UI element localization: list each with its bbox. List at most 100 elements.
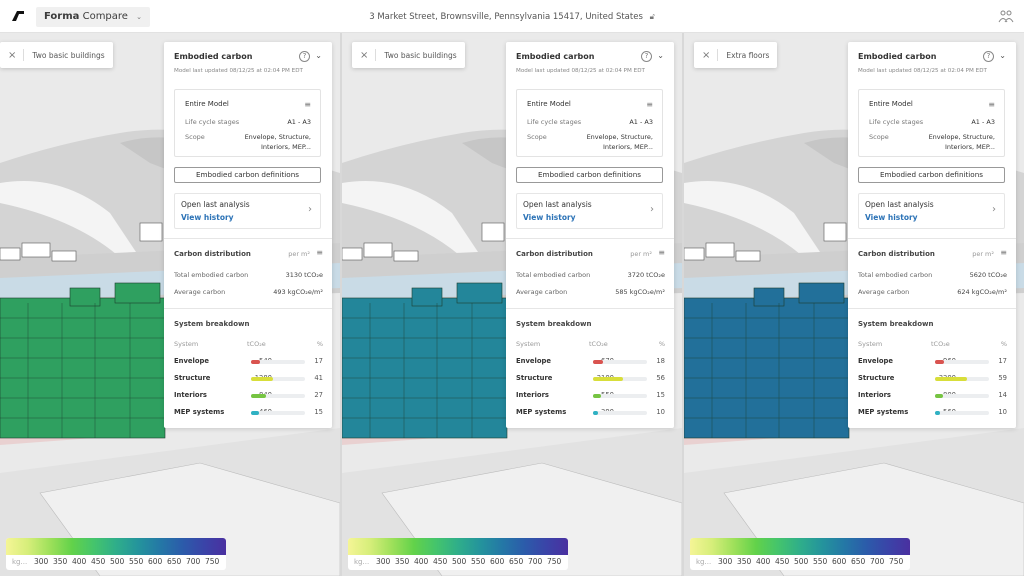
section-divider [506, 238, 674, 239]
system-name: Structure [516, 374, 553, 382]
column-header-system: System [858, 340, 883, 348]
system-name: Interiors [858, 391, 891, 399]
legend-tick: 300 [376, 557, 391, 566]
breakdown-row: Structure210056 [506, 374, 674, 386]
system-name: Structure [174, 374, 211, 382]
breakdown-row: Interiors55015 [506, 391, 674, 403]
legend-tick: 650 [509, 557, 524, 566]
building-massing[interactable] [684, 282, 850, 439]
average-carbon-value: 585 kgCO₂e/m² [615, 288, 665, 296]
open-last-analysis-card[interactable]: Open last analysis View history › [858, 193, 1005, 229]
legend-unit: kg... [12, 558, 28, 566]
legend-tick: 600 [832, 557, 847, 566]
legend-tick: 750 [205, 557, 220, 566]
total-carbon-value: 3130 tCO₂e [285, 271, 323, 279]
scope-value: Envelope, Structure, Interiors, MEP... [244, 133, 311, 151]
breakdown-row: Envelope54017 [164, 357, 332, 369]
percent-bar [251, 394, 305, 398]
average-carbon-label: Average carbon [174, 288, 226, 296]
scenario-chip[interactable]: × Two basic buildings [0, 42, 113, 68]
average-carbon-value: 624 kgCO₂e/m² [957, 288, 1007, 296]
scenario-chip[interactable]: × Two basic buildings [352, 42, 465, 68]
settings-sliders-icon[interactable]: ≡ [658, 248, 665, 257]
percent-bar [935, 377, 989, 381]
legend-tick: 400 [414, 557, 429, 566]
legend-tick: 350 [737, 557, 752, 566]
building-massing[interactable] [342, 282, 508, 439]
view-history-link[interactable]: View history [523, 213, 576, 222]
scope-title: Entire Model [869, 100, 913, 108]
legend-ticks: 300 350 400 450 500 550 600 650 700 750 [34, 557, 224, 566]
chevron-down-icon[interactable]: ⌄ [999, 51, 1006, 60]
system-name: Envelope [174, 357, 209, 365]
legend-ticks: 300 350 400 450 500 550 600 650 700 750 [718, 557, 908, 566]
scope-title: Entire Model [527, 100, 571, 108]
legend-tick: 700 [528, 557, 543, 566]
model-scope-card: Entire Model ≡ Life cycle stages A1 - A3… [516, 89, 663, 157]
app-switcher[interactable]: Forma Compare ⌄ [36, 7, 151, 27]
pane-divider[interactable] [340, 33, 342, 576]
settings-sliders-icon[interactable]: ≡ [988, 100, 995, 109]
open-last-analysis-card[interactable]: Open last analysis View history › [174, 193, 321, 229]
breakdown-row: MEP systems39010 [506, 408, 674, 420]
breakdown-row: Structure128041 [164, 374, 332, 386]
total-carbon-value: 5620 tCO₂e [969, 271, 1007, 279]
close-icon[interactable]: × [8, 49, 17, 61]
total-carbon-label: Total embodied carbon [516, 271, 591, 279]
total-carbon-label: Total embodied carbon [858, 271, 933, 279]
open-last-analysis-card[interactable]: Open last analysis View history › [516, 193, 663, 229]
view-history-link[interactable]: View history [865, 213, 918, 222]
embodied-carbon-definitions-button[interactable]: Embodied carbon definitions [174, 167, 321, 183]
embodied-carbon-definitions-button[interactable]: Embodied carbon definitions [858, 167, 1005, 183]
autodesk-logo-icon[interactable] [12, 11, 24, 21]
legend-tick: 750 [889, 557, 904, 566]
life-cycle-label: Life cycle stages [185, 118, 240, 126]
legend-unit: kg... [696, 558, 712, 566]
average-carbon-value: 493 kgCO₂e/m² [273, 288, 323, 296]
column-header-system: System [174, 340, 199, 348]
breakdown-row: MEP systems56010 [848, 408, 1016, 420]
scenario-name: Two basic buildings [32, 50, 105, 60]
settings-sliders-icon[interactable]: ≡ [304, 100, 311, 109]
open-last-analysis-label: Open last analysis [523, 200, 592, 209]
pane-divider[interactable] [682, 33, 684, 576]
section-divider [506, 308, 674, 309]
percent-bar [593, 394, 647, 398]
chip-separator [717, 49, 719, 61]
compare-pane: × Two basic buildings Embodied carbon ? … [0, 33, 340, 576]
help-icon[interactable]: ? [983, 51, 994, 62]
system-percent: 59 [998, 374, 1007, 382]
system-percent: 14 [998, 391, 1007, 399]
system-name: MEP systems [858, 408, 909, 416]
collaborators-icon[interactable] [998, 9, 1014, 23]
percent-bar-fill [935, 411, 941, 415]
help-icon[interactable]: ? [641, 51, 652, 62]
system-breakdown-title: System breakdown [516, 320, 592, 328]
site-address: 3 Market Street, Brownsville, Pennsylvan… [0, 0, 1024, 34]
section-divider [164, 308, 332, 309]
chevron-down-icon[interactable]: ⌄ [657, 51, 664, 60]
percent-bar-fill [251, 377, 274, 381]
model-scope-card: Entire Model ≡ Life cycle stages A1 - A3… [174, 89, 321, 157]
system-name: Structure [858, 374, 895, 382]
average-carbon-label: Average carbon [858, 288, 910, 296]
settings-sliders-icon[interactable]: ≡ [316, 248, 323, 257]
breakdown-row: Interiors84027 [164, 391, 332, 403]
legend-tick: 400 [756, 557, 771, 566]
view-history-link[interactable]: View history [181, 213, 234, 222]
percent-bar [251, 411, 305, 415]
building-massing[interactable] [0, 282, 166, 439]
settings-sliders-icon[interactable]: ≡ [1000, 248, 1007, 257]
chevron-down-icon[interactable]: ⌄ [315, 51, 322, 60]
close-icon[interactable]: × [360, 49, 369, 61]
unlock-icon[interactable]: 🔓︎ [649, 12, 655, 21]
close-icon[interactable]: × [702, 49, 711, 61]
system-name: Envelope [858, 357, 893, 365]
settings-sliders-icon[interactable]: ≡ [646, 100, 653, 109]
scenario-chip[interactable]: × Extra floors [694, 42, 778, 68]
scope-label: Scope [527, 133, 547, 141]
embodied-carbon-definitions-button[interactable]: Embodied carbon definitions [516, 167, 663, 183]
help-icon[interactable]: ? [299, 51, 310, 62]
percent-bar [593, 377, 647, 381]
percent-bar-fill [251, 360, 261, 364]
